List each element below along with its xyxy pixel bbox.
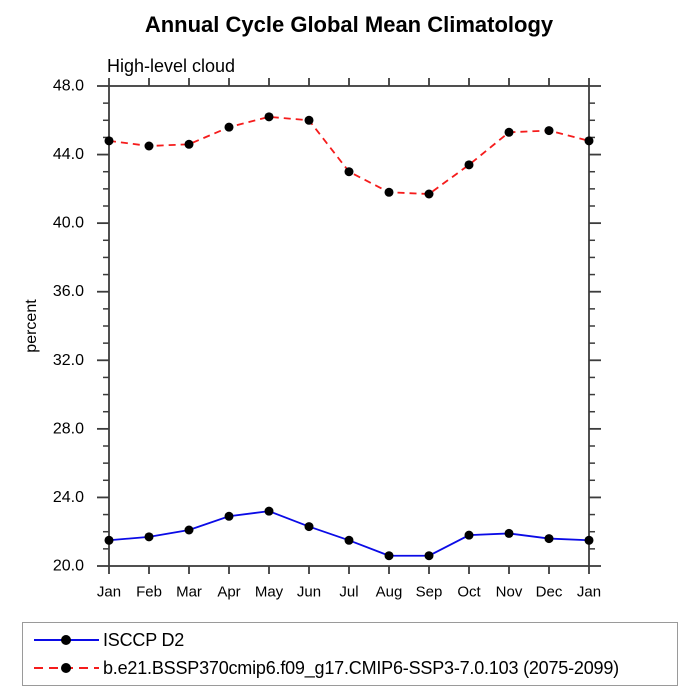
legend-solid-line-icon — [34, 635, 99, 645]
x-tick-label: Apr — [217, 584, 240, 601]
x-tick-label: Jun — [297, 584, 321, 601]
x-tick-label: Jul — [339, 584, 358, 601]
legend-label-isccp-d2: ISCCP D2 — [103, 629, 185, 650]
x-tick-label: Feb — [136, 584, 162, 601]
x-tick-label: Jan — [577, 584, 601, 601]
legend-item-isccp-d2: ISCCP D2 — [29, 626, 677, 654]
x-tick-label: Nov — [496, 584, 523, 601]
y-tick-label: 36.0 — [53, 283, 84, 300]
y-axis-title: percent — [23, 299, 40, 353]
y-tick-label: 44.0 — [53, 146, 84, 163]
axes-and-ticks: Jan Feb Mar Apr May Jun Jul Aug Sep Oct Nov Dec Jan 2… — [53, 78, 601, 601]
data-series-lines — [104, 112, 594, 561]
x-tick-label: Mar — [176, 584, 202, 601]
y-tick-label: 48.0 — [53, 78, 84, 95]
x-tick-label: Oct — [457, 584, 481, 601]
x-tick-label: May — [255, 584, 284, 601]
plot-svg: Annual Cycle Global Mean Climatology Hig… — [23, 12, 601, 601]
legend-dashed-line-icon — [34, 663, 99, 673]
y-tick-label: 32.0 — [53, 352, 84, 369]
legend-item-model-run: b.e21.BSSP370cmip6.f09_g17.CMIP6-SSP3-7.… — [29, 654, 677, 682]
y-tick-label: 40.0 — [53, 215, 84, 232]
y-tick-label: 24.0 — [53, 489, 84, 506]
legend-box: ISCCP D2 b.e21.BSSP370cmip6.f09_g17.CMIP… — [22, 622, 678, 686]
legend-label-model-run: b.e21.BSSP370cmip6.f09_g17.CMIP6-SSP3-7.… — [103, 657, 619, 678]
chart-title: Annual Cycle Global Mean Climatology — [145, 12, 554, 37]
x-tick-label: Sep — [416, 584, 443, 601]
x-tick-label: Dec — [536, 584, 563, 601]
y-tick-label: 20.0 — [53, 558, 84, 575]
chart-subtitle: High-level cloud — [107, 56, 235, 76]
x-tick-label: Aug — [376, 584, 403, 601]
y-tick-label: 28.0 — [53, 420, 84, 437]
x-tick-label: Jan — [97, 584, 121, 601]
